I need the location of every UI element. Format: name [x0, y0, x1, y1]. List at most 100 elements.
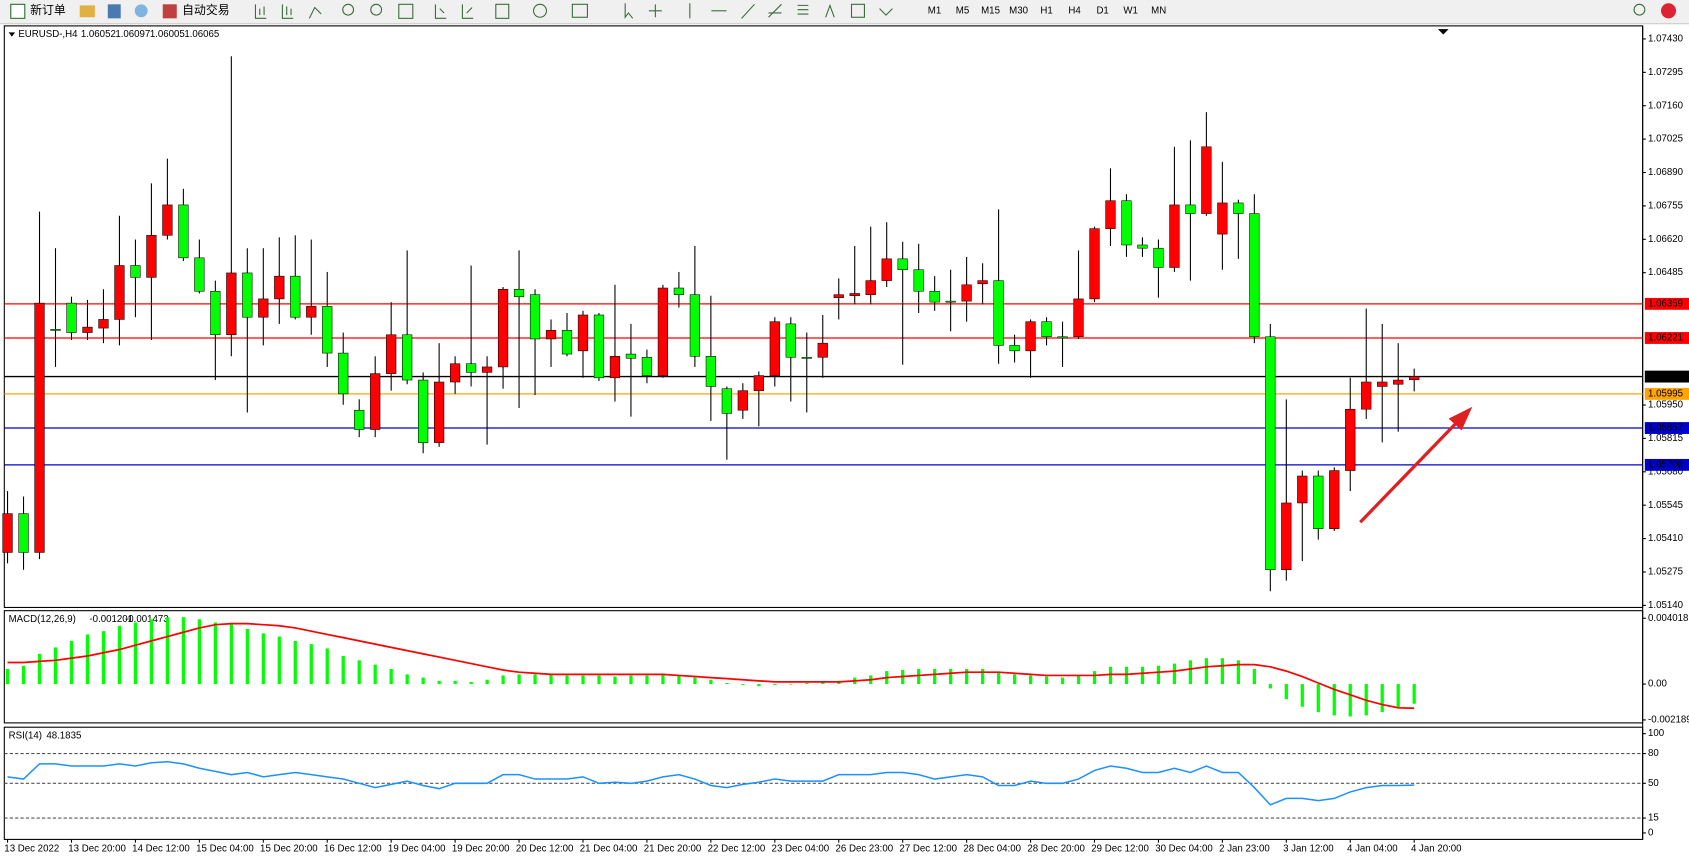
macd-bar	[53, 647, 58, 685]
toolbar-icons[interactable]	[254, 3, 1646, 19]
level-label: 1.06221	[1648, 333, 1683, 344]
timeframe-button[interactable]: W1	[1123, 5, 1138, 16]
candle-body	[82, 326, 93, 333]
candle-body	[306, 306, 317, 318]
icon[interactable]	[79, 5, 95, 18]
level-label-box	[1644, 422, 1689, 434]
timeframe-button[interactable]: M15	[981, 5, 1000, 16]
macd-bar	[949, 668, 953, 685]
timeframe-button[interactable]: M5	[956, 5, 969, 16]
macd-bar	[725, 682, 729, 685]
toolbar	[0, 0, 1689, 24]
macd-bar	[996, 672, 1001, 685]
y-tick-label: 0.00	[1648, 679, 1667, 690]
icon[interactable]	[107, 4, 121, 19]
macd-bar	[597, 675, 601, 685]
macd-bar	[565, 675, 569, 685]
candle-body	[1409, 376, 1420, 381]
open-value: 1.06052	[81, 29, 116, 40]
level-label: 1.06359	[1648, 298, 1683, 309]
macd-bar	[741, 684, 745, 686]
candle-body	[1249, 213, 1260, 338]
new-order-button[interactable]: 新订单	[30, 3, 66, 17]
macd-bar	[1156, 665, 1161, 685]
rsi-value: 48.1835	[46, 730, 81, 741]
x-tick-label: 29 Dec 12:00	[1091, 844, 1149, 855]
notification-badge[interactable]	[1660, 3, 1677, 19]
macd-bar	[917, 668, 921, 685]
candle-body	[545, 330, 557, 340]
level-label-box	[1644, 332, 1689, 344]
macd-bar	[213, 622, 217, 685]
candle-body	[993, 280, 1004, 346]
x-tick-label: 28 Dec 20:00	[1027, 844, 1085, 855]
icon[interactable]	[134, 4, 148, 18]
candle-body	[721, 388, 732, 414]
candle-body	[449, 363, 461, 383]
y-tick-label: 1.07430	[1648, 33, 1684, 44]
new-order-icon[interactable]	[10, 3, 26, 19]
candle-body	[737, 390, 748, 411]
candle-body	[402, 334, 413, 381]
level-label: 1.06065	[1648, 371, 1683, 382]
macd-bar	[1108, 666, 1113, 685]
candle-body	[258, 298, 269, 318]
y-tick-label: 1.06620	[1648, 234, 1684, 245]
candle-body	[673, 287, 685, 295]
y-tick-label: 50	[1648, 778, 1659, 789]
candle-body	[194, 257, 205, 292]
timeframe-button[interactable]: MN	[1151, 5, 1166, 16]
candle-body	[434, 381, 445, 443]
auto-trading-button[interactable]: 自动交易	[182, 3, 229, 17]
y-tick-label: 1.05815	[1648, 433, 1683, 444]
macd-bar	[1348, 684, 1352, 717]
timeframe-button[interactable]: H1	[1040, 5, 1052, 16]
timeframe-button[interactable]: M30	[1009, 5, 1028, 16]
y-tick-label: 15	[1648, 813, 1659, 824]
macd-bar	[1060, 677, 1065, 685]
shift-marker	[1437, 29, 1449, 35]
candle-body	[1393, 379, 1404, 385]
candle-body	[497, 288, 509, 368]
candle-body	[386, 334, 397, 374]
symbol-menu-marker	[8, 32, 16, 37]
macd-bar	[709, 679, 713, 685]
macd-bar	[1188, 660, 1193, 685]
macd-bar	[980, 668, 985, 685]
macd-bar	[661, 674, 665, 685]
macd-bar	[261, 633, 265, 685]
macd-bar	[37, 653, 42, 685]
macd-bar	[1172, 663, 1177, 685]
x-tick-label: 30 Dec 04:00	[1155, 844, 1213, 855]
macd-bar	[789, 684, 793, 685]
timeframe-button[interactable]: D1	[1096, 5, 1108, 16]
candle-body	[1169, 204, 1180, 268]
auto-trading-icon[interactable]	[162, 4, 177, 19]
candle-body	[1041, 321, 1052, 338]
x-tick-label: 16 Dec 12:00	[324, 844, 382, 855]
level-label-box	[1644, 370, 1689, 383]
candle-body	[1201, 146, 1212, 214]
y-tick-label: 100	[1648, 728, 1665, 739]
macd-bar	[453, 680, 457, 685]
macd-bar	[1268, 684, 1272, 689]
x-tick-label: 13 Dec 2022	[4, 844, 59, 855]
macd-bar	[1380, 684, 1384, 713]
high-value: 1.06097	[115, 29, 150, 40]
candle-body	[625, 353, 637, 359]
y-tick-label: 0.004018	[1648, 613, 1688, 624]
timeframe-button[interactable]: H4	[1068, 5, 1081, 16]
candle-body	[961, 284, 972, 302]
low-value: 1.06005	[150, 29, 185, 40]
candle-body	[833, 294, 844, 298]
macd-bar	[1204, 658, 1209, 685]
candle-body	[1057, 336, 1068, 339]
timeframe-button[interactable]: M1	[928, 5, 941, 16]
level-label: 1.05708	[1648, 459, 1683, 470]
candle-body	[1025, 321, 1036, 352]
candle-body	[98, 319, 109, 329]
macd-bar	[517, 674, 521, 685]
macd-bar	[117, 625, 122, 685]
candle-body	[769, 321, 780, 376]
